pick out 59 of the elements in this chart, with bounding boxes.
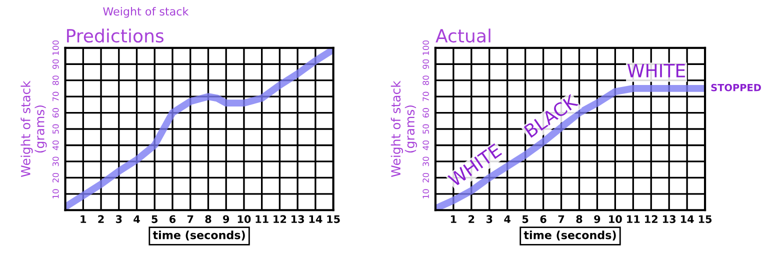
x-tick-label: 5 [152, 215, 158, 224]
x-tick-label: 13 [292, 215, 304, 224]
x-tick-label: 3 [486, 215, 492, 224]
x-tick-label: 3 [116, 215, 122, 224]
x-tick-label: 13 [663, 215, 676, 224]
x-tick-label: 4 [134, 215, 140, 223]
y-tick-label: 70 [52, 92, 59, 102]
x-tick-label: 14 [309, 215, 322, 223]
x-tick-label: 1 [450, 215, 456, 223]
y-tick-label: 10 [52, 189, 59, 198]
y-tick-label: 80 [422, 76, 429, 86]
y-tick-label: 40 [422, 140, 429, 150]
x-tick-label: 10 [609, 215, 622, 224]
x-tick-label: 5 [522, 215, 528, 224]
x-tick-label: 15 [327, 215, 340, 224]
x-tick-label: 8 [576, 215, 582, 224]
x-tick-label: 12 [645, 215, 658, 223]
y-tick-label: 60 [422, 108, 429, 118]
x-tick-label: 2 [468, 215, 474, 223]
text: Weight of stack [103, 6, 189, 18]
y-tick-label: 70 [422, 92, 429, 102]
x-tick-label: 11 [256, 215, 268, 223]
y-axis-title: Weight of stack (grams) [390, 80, 417, 177]
x-axis-title: time (seconds) [524, 230, 616, 241]
x-tick-label: 14 [680, 215, 694, 223]
y-axis-title: Weight of stack (grams) [20, 80, 47, 177]
y-tick-label: 80 [52, 76, 59, 86]
x-tick-label: 8 [205, 215, 212, 224]
y-tick-label: 90 [52, 59, 59, 69]
y-tick-label: 10 [422, 189, 429, 198]
x-tick-label: 1 [80, 215, 86, 223]
y-tick-label: 50 [422, 124, 429, 134]
y-tick-label: 20 [422, 172, 429, 182]
y-tick-label: 30 [422, 156, 429, 166]
y-tick-label: 100 [422, 40, 429, 55]
chart-title: Predictions [67, 28, 164, 43]
y-tick-label: 20 [52, 172, 59, 182]
x-tick-label: 4 [504, 215, 510, 223]
x-tick-label: 12 [274, 215, 286, 223]
x-axis-title: time (seconds) [152, 230, 245, 241]
x-tick-label: 11 [627, 215, 640, 223]
y-tick-label: 90 [422, 59, 429, 69]
x-tick-label: 15 [698, 215, 712, 224]
x-tick-label: 9 [223, 215, 230, 224]
y-tick-label: 40 [52, 140, 59, 150]
x-tick-label: 7 [187, 215, 194, 223]
y-tick-label: 30 [52, 156, 59, 166]
y-tick-label: 100 [52, 40, 59, 55]
x-tick-label: 2 [98, 215, 104, 223]
y-tick-label: 60 [52, 108, 59, 118]
x-tick-label: 9 [594, 215, 600, 224]
y-tick-label: 50 [52, 124, 59, 134]
x-tick-label: 6 [540, 215, 546, 224]
annotation: WHITE [628, 64, 685, 78]
annotation: STOPPED [711, 84, 761, 92]
x-tick-label: 6 [170, 215, 176, 224]
x-tick-label: 7 [558, 215, 564, 223]
x-tick-label: 10 [238, 215, 251, 224]
chart-title: Actual [436, 28, 490, 43]
